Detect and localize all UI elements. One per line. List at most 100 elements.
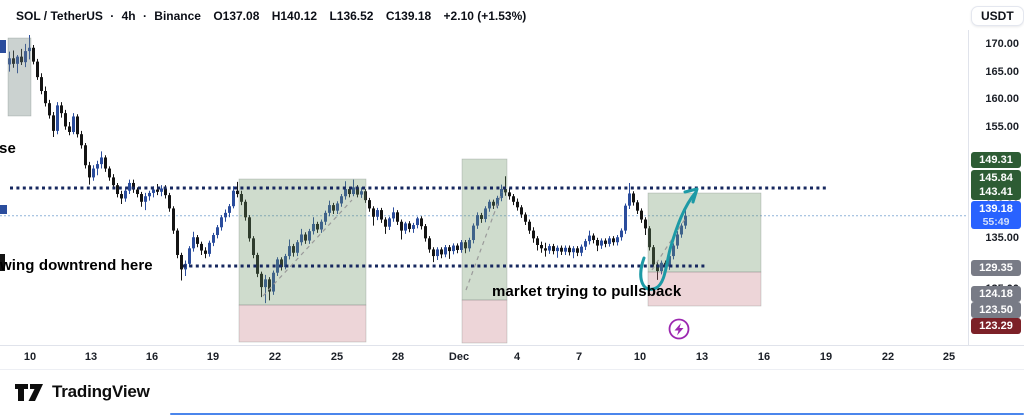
candle-up [312, 223, 315, 232]
candle-down [648, 228, 651, 248]
candle-up [336, 203, 339, 211]
currency-badge[interactable]: USDT [971, 6, 1024, 26]
price-chart-canvas[interactable] [0, 0, 968, 345]
candle-down [332, 205, 335, 211]
bottom-accent-line [170, 413, 1024, 415]
candle-down [652, 247, 655, 265]
candle-up [24, 51, 27, 63]
zone-box-red [647, 271, 762, 307]
candle-up [232, 190, 235, 207]
candle-down [204, 250, 207, 254]
interval-label[interactable]: 4h [121, 9, 136, 23]
annotation-cut-left[interactable]: se [0, 140, 16, 157]
candle-up [216, 227, 219, 236]
candle-down [420, 218, 423, 227]
candle-down [396, 212, 399, 222]
candle-up [284, 256, 287, 268]
candle-down [88, 165, 91, 178]
candle-down [68, 126, 71, 132]
candle-up [144, 196, 147, 202]
candle-up [488, 201, 491, 209]
price-axis-label: 170.00 [985, 38, 1019, 50]
candle-down [48, 103, 51, 116]
candle-down [492, 201, 495, 206]
candle-down [240, 194, 243, 202]
tradingview-logo-icon[interactable] [14, 381, 44, 403]
price-axis[interactable]: 170.00165.00160.00155.00140.00135.00125.… [968, 30, 1024, 345]
candle-down [508, 192, 511, 197]
candle-down [408, 223, 411, 229]
candle-up [620, 230, 623, 238]
candle-up [152, 189, 155, 193]
time-axis-label: 19 [819, 351, 833, 363]
candle-down [540, 245, 543, 249]
candle-down [156, 189, 159, 192]
candle-up [308, 231, 311, 241]
candle-up [376, 210, 379, 217]
candle-down [12, 58, 15, 64]
candle-down [132, 182, 135, 190]
symbol-legend[interactable]: SOL / TetherUS · 4h · Binance O137.08 H1… [16, 9, 526, 23]
candle-down [52, 115, 55, 131]
candle-down [632, 193, 635, 203]
symbol-title[interactable]: SOL / TetherUS [16, 9, 103, 23]
candle-up [476, 215, 479, 226]
candle-up [272, 272, 275, 292]
candle-up [452, 245, 455, 252]
candle-fragment [0, 205, 7, 214]
candle-up [556, 247, 559, 252]
candle-up [148, 192, 151, 197]
candle-up [676, 234, 679, 246]
candle-up [340, 196, 343, 204]
time-axis-label: 25 [330, 351, 344, 363]
candle-up [588, 235, 591, 242]
candle-down [104, 157, 107, 169]
candle-down [116, 185, 119, 195]
candle-down [76, 116, 79, 135]
legend-separator: · [142, 9, 147, 23]
candle-up [212, 235, 215, 243]
candle-up [264, 279, 267, 288]
candle-down [428, 238, 431, 250]
candle-up [628, 193, 631, 206]
time-axis-label: 13 [84, 351, 98, 363]
candle-down [456, 245, 459, 250]
candle-up [100, 157, 103, 165]
candle-down [168, 195, 171, 209]
candle-up [208, 242, 211, 254]
candle-down [108, 168, 111, 178]
candle-up [92, 168, 95, 178]
candle-down [280, 259, 283, 268]
candle-down [268, 279, 271, 292]
annotation-downtrend[interactable]: wing downtrend here [0, 257, 153, 274]
candle-down [400, 221, 403, 231]
price-axis-label: 155.00 [985, 121, 1019, 133]
candle-down [248, 217, 251, 239]
candle-up [300, 234, 303, 243]
candle-down [448, 247, 451, 252]
ohlc-change: +2.10 (+1.53%) [443, 9, 527, 23]
candle-down [172, 208, 175, 231]
tradingview-logo-text[interactable]: TradingView [52, 382, 150, 401]
dashed-trendline [651, 215, 688, 271]
time-axis[interactable]: 10 13 16 19 22 25 28 Dec 4 7 10 13 16 19 22 25 [0, 345, 1024, 370]
ohlc-open: O137.08 [213, 9, 260, 23]
candle-up [220, 217, 223, 228]
candle-up [548, 246, 551, 251]
price-level-badge: 123.50 [971, 302, 1021, 318]
candle-up [496, 197, 499, 206]
candle-down [644, 219, 647, 229]
candle-down [180, 254, 183, 270]
candle-down [260, 273, 263, 288]
candle-up [96, 164, 99, 169]
candle-up [276, 259, 279, 273]
candle-down [604, 240, 607, 244]
candle-down [80, 134, 83, 146]
candle-down [36, 61, 39, 78]
candle-up [72, 116, 75, 132]
candle-up [16, 56, 19, 64]
candle-up [124, 190, 127, 199]
candle-down [440, 249, 443, 255]
annotation-pullback[interactable]: market trying to pullsback [492, 283, 682, 300]
candle-down [656, 264, 659, 272]
